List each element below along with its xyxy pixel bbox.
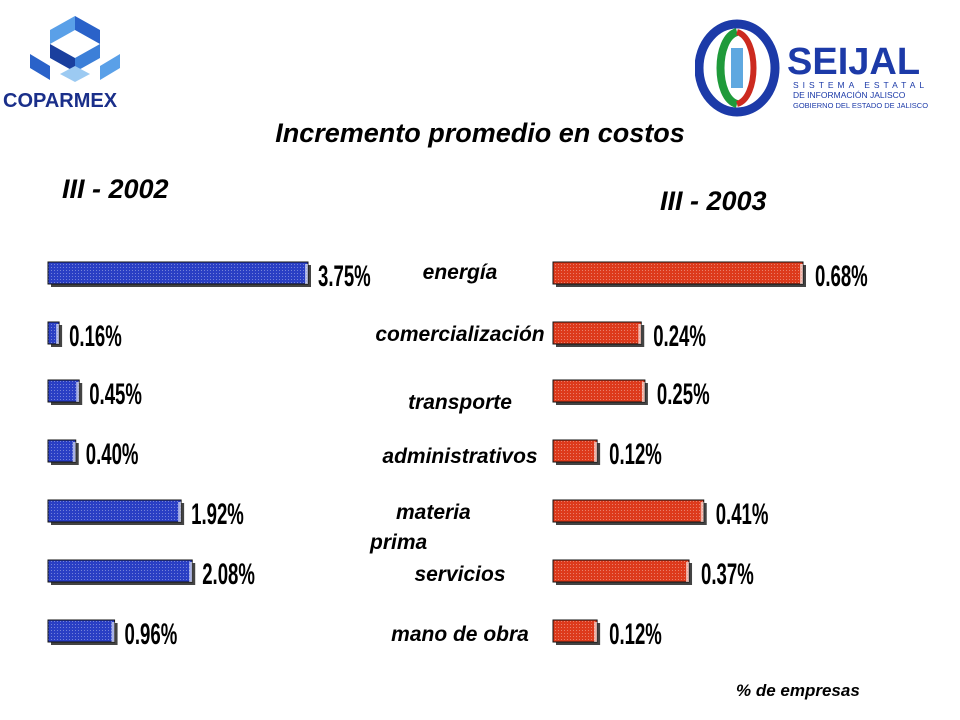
seijal-logo: SEIJAL SISTEMA ESTATAL DE INFORMACIÓN JA… — [695, 19, 928, 117]
category-label-6: mano de obra — [340, 620, 580, 650]
bar-2002-4 — [47, 499, 185, 525]
data-label-2003-4: 0.41% — [716, 498, 769, 532]
seijal-emblem-icon — [695, 19, 780, 117]
category-label-4: materia prima — [316, 498, 556, 558]
data-label-2003-6: 0.12% — [609, 618, 662, 652]
category-label-2: transporte — [340, 388, 580, 418]
footnote: % de empresas — [736, 681, 860, 700]
data-label-2002-5: 2.08% — [202, 558, 255, 592]
bar-2002-1 — [47, 321, 63, 347]
category-label-0-line-0: energía — [422, 261, 498, 284]
data-label-2002-6: 0.96% — [125, 618, 178, 652]
data-label-2002-3: 0.40% — [86, 438, 139, 472]
data-label-2002-2: 0.45% — [89, 378, 142, 412]
bar-2003-0 — [552, 261, 806, 287]
data-label-2002-0: 3.75% — [318, 260, 371, 294]
seijal-line1: SISTEMA ESTATAL — [793, 80, 928, 90]
data-label-2003-3: 0.12% — [609, 438, 662, 472]
data-label-2003-2: 0.25% — [657, 378, 710, 412]
bar-2003-3 — [552, 439, 601, 465]
category-label-0: energía — [340, 258, 580, 288]
series-title-2003: III - 2003 — [660, 186, 767, 216]
bar-2002-3 — [47, 439, 79, 465]
bar-2003-6 — [552, 619, 601, 645]
category-label-5-line-0: servicios — [414, 563, 506, 586]
coparmex-logo — [30, 16, 120, 82]
data-label-2003-0: 0.68% — [815, 260, 868, 294]
series-title-2002: III - 2002 — [62, 174, 169, 204]
chart-title: Incremento promedio en costos — [275, 118, 685, 148]
category-label-6-line-0: mano de obra — [391, 623, 529, 646]
data-label-2002-4: 1.92% — [191, 498, 244, 532]
data-label-2003-5: 0.37% — [701, 558, 754, 592]
category-label-5: servicios — [340, 560, 580, 590]
bar-2003-4 — [552, 499, 707, 525]
category-label-4-line-1: prima — [370, 531, 428, 554]
bar-2002-0 — [47, 261, 311, 287]
category-label-4-line-0: materia — [396, 501, 471, 524]
bar-2003-1 — [552, 321, 645, 347]
bar-2002-6 — [47, 619, 118, 645]
data-label-2003-1: 0.24% — [653, 320, 706, 354]
coparmex-wordmark: COPARMEX — [3, 90, 118, 112]
bar-2003-2 — [552, 379, 648, 405]
category-label-1: comercialización — [340, 320, 580, 350]
seijal-brand: SEIJAL — [787, 41, 920, 83]
seijal-line2: DE INFORMACIÓN JALISCO — [793, 90, 906, 100]
bar-2002-5 — [47, 559, 196, 585]
data-label-2002-1: 0.16% — [69, 320, 122, 354]
coparmex-emblem-icon — [30, 16, 120, 82]
category-label-3-line-0: administrativos — [382, 445, 538, 468]
category-label-2-line-0: transporte — [408, 391, 512, 414]
category-label-3: administrativos — [340, 442, 580, 472]
seijal-line3: GOBIERNO DEL ESTADO DE JALISCO — [793, 101, 928, 110]
bar-2003-5 — [552, 559, 693, 585]
bar-2002-2 — [47, 379, 83, 405]
category-label-1-line-0: comercialización — [375, 323, 545, 346]
